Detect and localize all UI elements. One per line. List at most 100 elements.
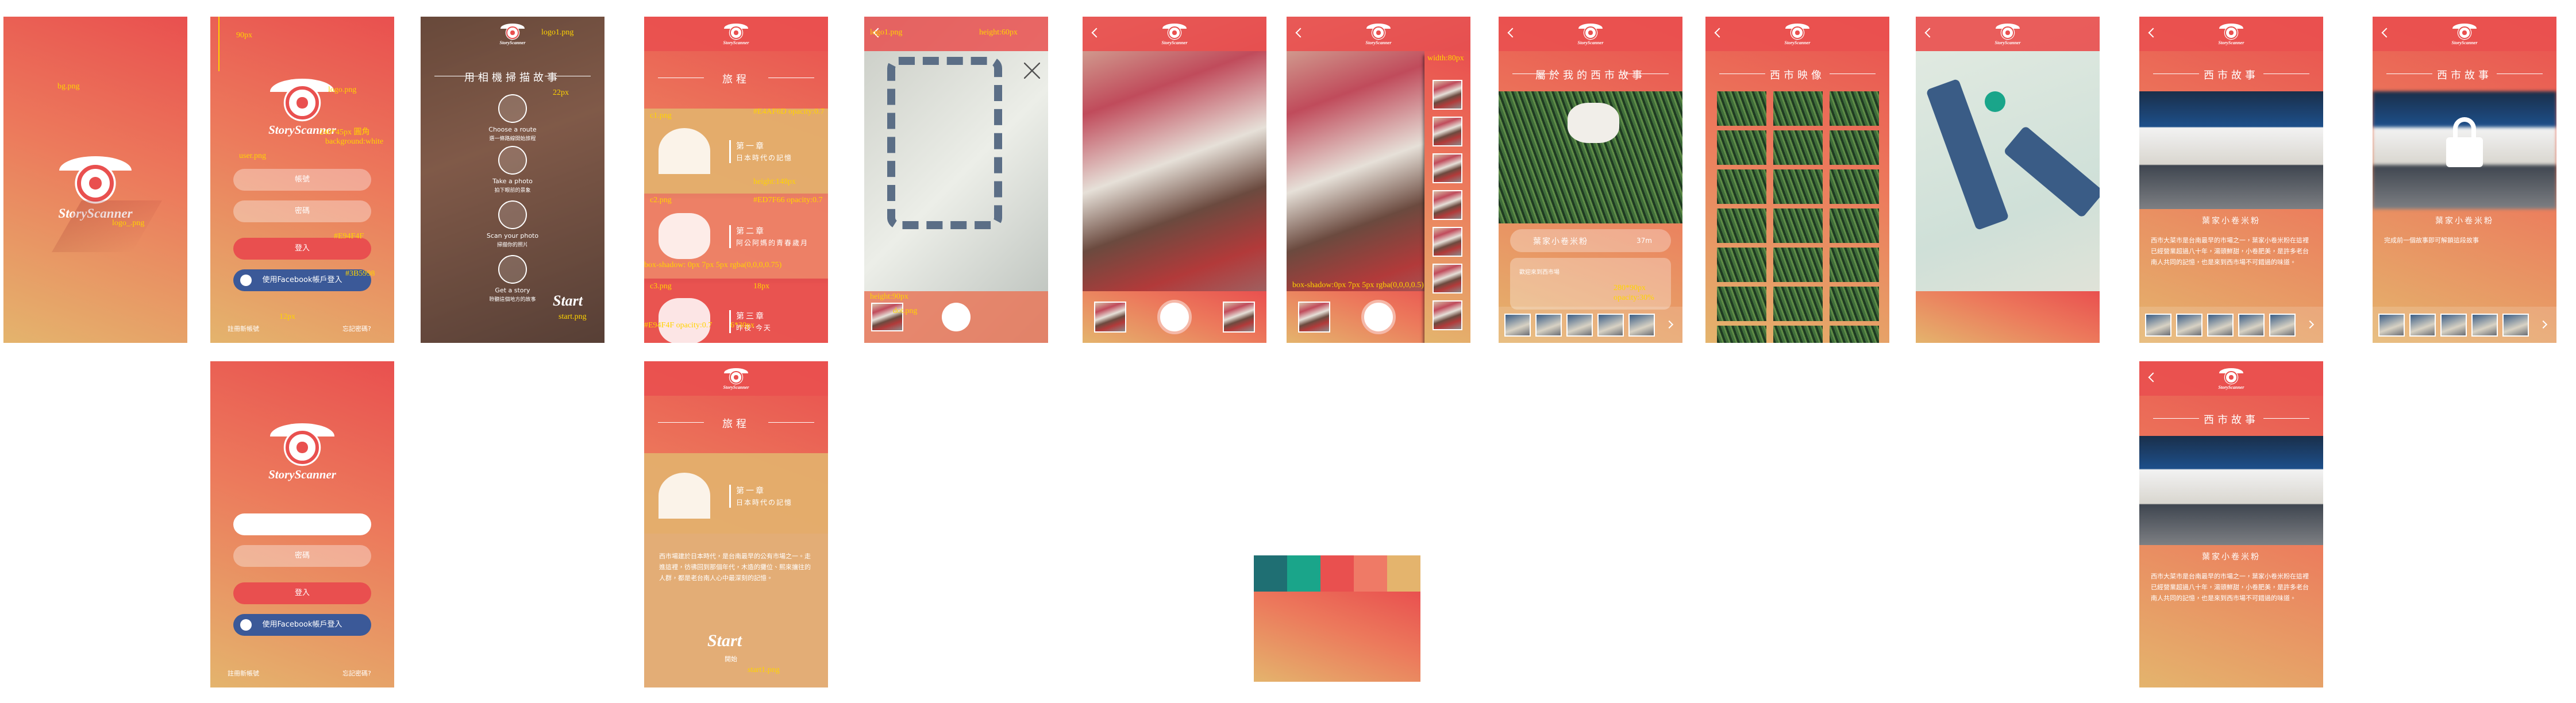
thumbnail[interactable] (1433, 153, 1462, 183)
button[interactable]: 密碼 (233, 545, 371, 567)
gallery-image[interactable] (1830, 130, 1879, 165)
button[interactable]: 使用Facebook帳戶登入 (233, 269, 371, 291)
logo-roof (2219, 24, 2243, 29)
title-line (2153, 418, 2199, 419)
gallery-image[interactable] (1830, 287, 1879, 321)
thumbnail[interactable] (1433, 190, 1462, 220)
thumbnail[interactable] (1298, 302, 1330, 333)
gallery-image[interactable] (1773, 326, 1823, 343)
thumbnail[interactable] (1597, 314, 1624, 337)
store-pill (1510, 229, 1671, 252)
annotation: c1.png (650, 111, 672, 120)
start-button[interactable]: Start (707, 631, 742, 650)
button[interactable]: 帳號 (233, 169, 371, 191)
gradient-swatch (1254, 592, 1420, 682)
button[interactable]: 使用Facebook帳戶登入 (233, 614, 371, 636)
button[interactable] (233, 513, 371, 535)
logo-dot (2229, 375, 2234, 380)
thumbnail[interactable] (1094, 302, 1126, 333)
thumbnail[interactable] (2409, 314, 2436, 337)
screen-title: 用相機掃描故事 (464, 72, 561, 84)
gallery-image[interactable] (1717, 169, 1766, 204)
gallery-image[interactable] (1773, 287, 1823, 321)
gallery-image[interactable] (1717, 208, 1766, 243)
gallery-image[interactable] (1773, 208, 1823, 243)
logo-dot (89, 177, 102, 190)
gallery-image[interactable] (1830, 248, 1879, 282)
gallery-image[interactable] (1830, 326, 1879, 343)
thumbnail[interactable] (2176, 314, 2203, 337)
gallery-image[interactable] (1773, 130, 1823, 165)
button[interactable]: 密碼 (233, 200, 371, 222)
button[interactable]: 登入 (233, 238, 371, 260)
step-icon (498, 146, 527, 175)
gallery-image[interactable] (1773, 248, 1823, 282)
gallery-image[interactable] (1717, 91, 1766, 126)
shutter[interactable] (1157, 300, 1192, 334)
start-button[interactable]: Start (553, 292, 583, 309)
thumbnail[interactable] (1433, 227, 1462, 257)
thumbnail[interactable] (2145, 314, 2171, 337)
thumbnail[interactable] (2471, 314, 2498, 337)
gallery-image[interactable] (1830, 208, 1879, 243)
gallery-image[interactable] (1717, 326, 1766, 343)
thumbnail[interactable] (1223, 302, 1255, 333)
thumbnail[interactable] (871, 303, 903, 331)
link[interactable]: 註冊新帳號 (228, 670, 259, 677)
lock-shackle (2453, 117, 2476, 140)
screen-title: 旅程 (722, 418, 750, 430)
screen: StoryScanner 西市映像 (1705, 17, 1889, 343)
gallery-image[interactable] (1717, 130, 1766, 165)
screen-title: 西市映像 (1770, 69, 1825, 82)
thumbnail[interactable] (1504, 314, 1531, 337)
gallery-image[interactable] (1717, 287, 1766, 321)
link[interactable]: 註冊新帳號 (228, 325, 259, 333)
thumbnail[interactable] (1433, 264, 1462, 293)
link[interactable]: 忘記密碼? (342, 670, 371, 677)
screen-title: 旅程 (722, 74, 750, 86)
gallery-image[interactable] (1773, 169, 1823, 204)
logo-text: StoryScanner (1577, 40, 1604, 46)
thumbnail[interactable] (1433, 80, 1462, 110)
annotation: dot.png (893, 307, 918, 315)
shutter[interactable] (1361, 300, 1396, 334)
thumbnail[interactable] (1535, 314, 1562, 337)
logo-dot (2005, 30, 2010, 35)
thumbnail[interactable] (2502, 314, 2529, 337)
screen-title: 西市故事 (2437, 69, 2492, 82)
annotation: 6*30px (730, 321, 754, 330)
logo-text: StoryScanner (49, 206, 141, 221)
logo-roof (2452, 24, 2477, 29)
logo-dot (297, 97, 308, 109)
thumbnail[interactable] (2378, 314, 2405, 337)
store-name: 葉家小卷米粉 (2202, 553, 2261, 562)
step-en: Scan your photo (486, 232, 539, 240)
thumbnail[interactable] (2269, 314, 2296, 337)
gallery-image[interactable] (1717, 248, 1766, 282)
button[interactable]: 登入 (233, 582, 371, 604)
thumbnail[interactable] (1628, 314, 1655, 337)
logo-roof (2219, 368, 2243, 373)
logo-circle (286, 431, 319, 464)
thumbnail[interactable] (2238, 314, 2265, 337)
logo-text: StoryScanner (1784, 40, 1811, 46)
thumbnail[interactable] (2440, 314, 2467, 337)
screen: StoryScanner 用相機掃描故事 Choose a route 選一條路線開始… (421, 17, 604, 343)
gallery-image[interactable] (1830, 91, 1879, 126)
screen-title: 西市故事 (2204, 414, 2259, 426)
chapter-desc: 日本時代の記憶 (736, 154, 793, 162)
thumbnail[interactable] (1433, 300, 1462, 330)
link[interactable]: 忘記密碼? (342, 325, 371, 333)
story-image (2139, 91, 2323, 209)
thumbnail[interactable] (2207, 314, 2234, 337)
thumbnail[interactable] (1433, 117, 1462, 146)
logo-text: StoryScanner (268, 123, 336, 137)
fb-icon (240, 275, 252, 286)
thumbnail[interactable] (1566, 314, 1593, 337)
annotation: 90px (236, 31, 252, 40)
gallery-image[interactable] (1773, 91, 1823, 126)
logo-roof (270, 423, 334, 437)
close-button[interactable] (1024, 63, 1040, 79)
gallery-image[interactable] (1830, 169, 1879, 204)
